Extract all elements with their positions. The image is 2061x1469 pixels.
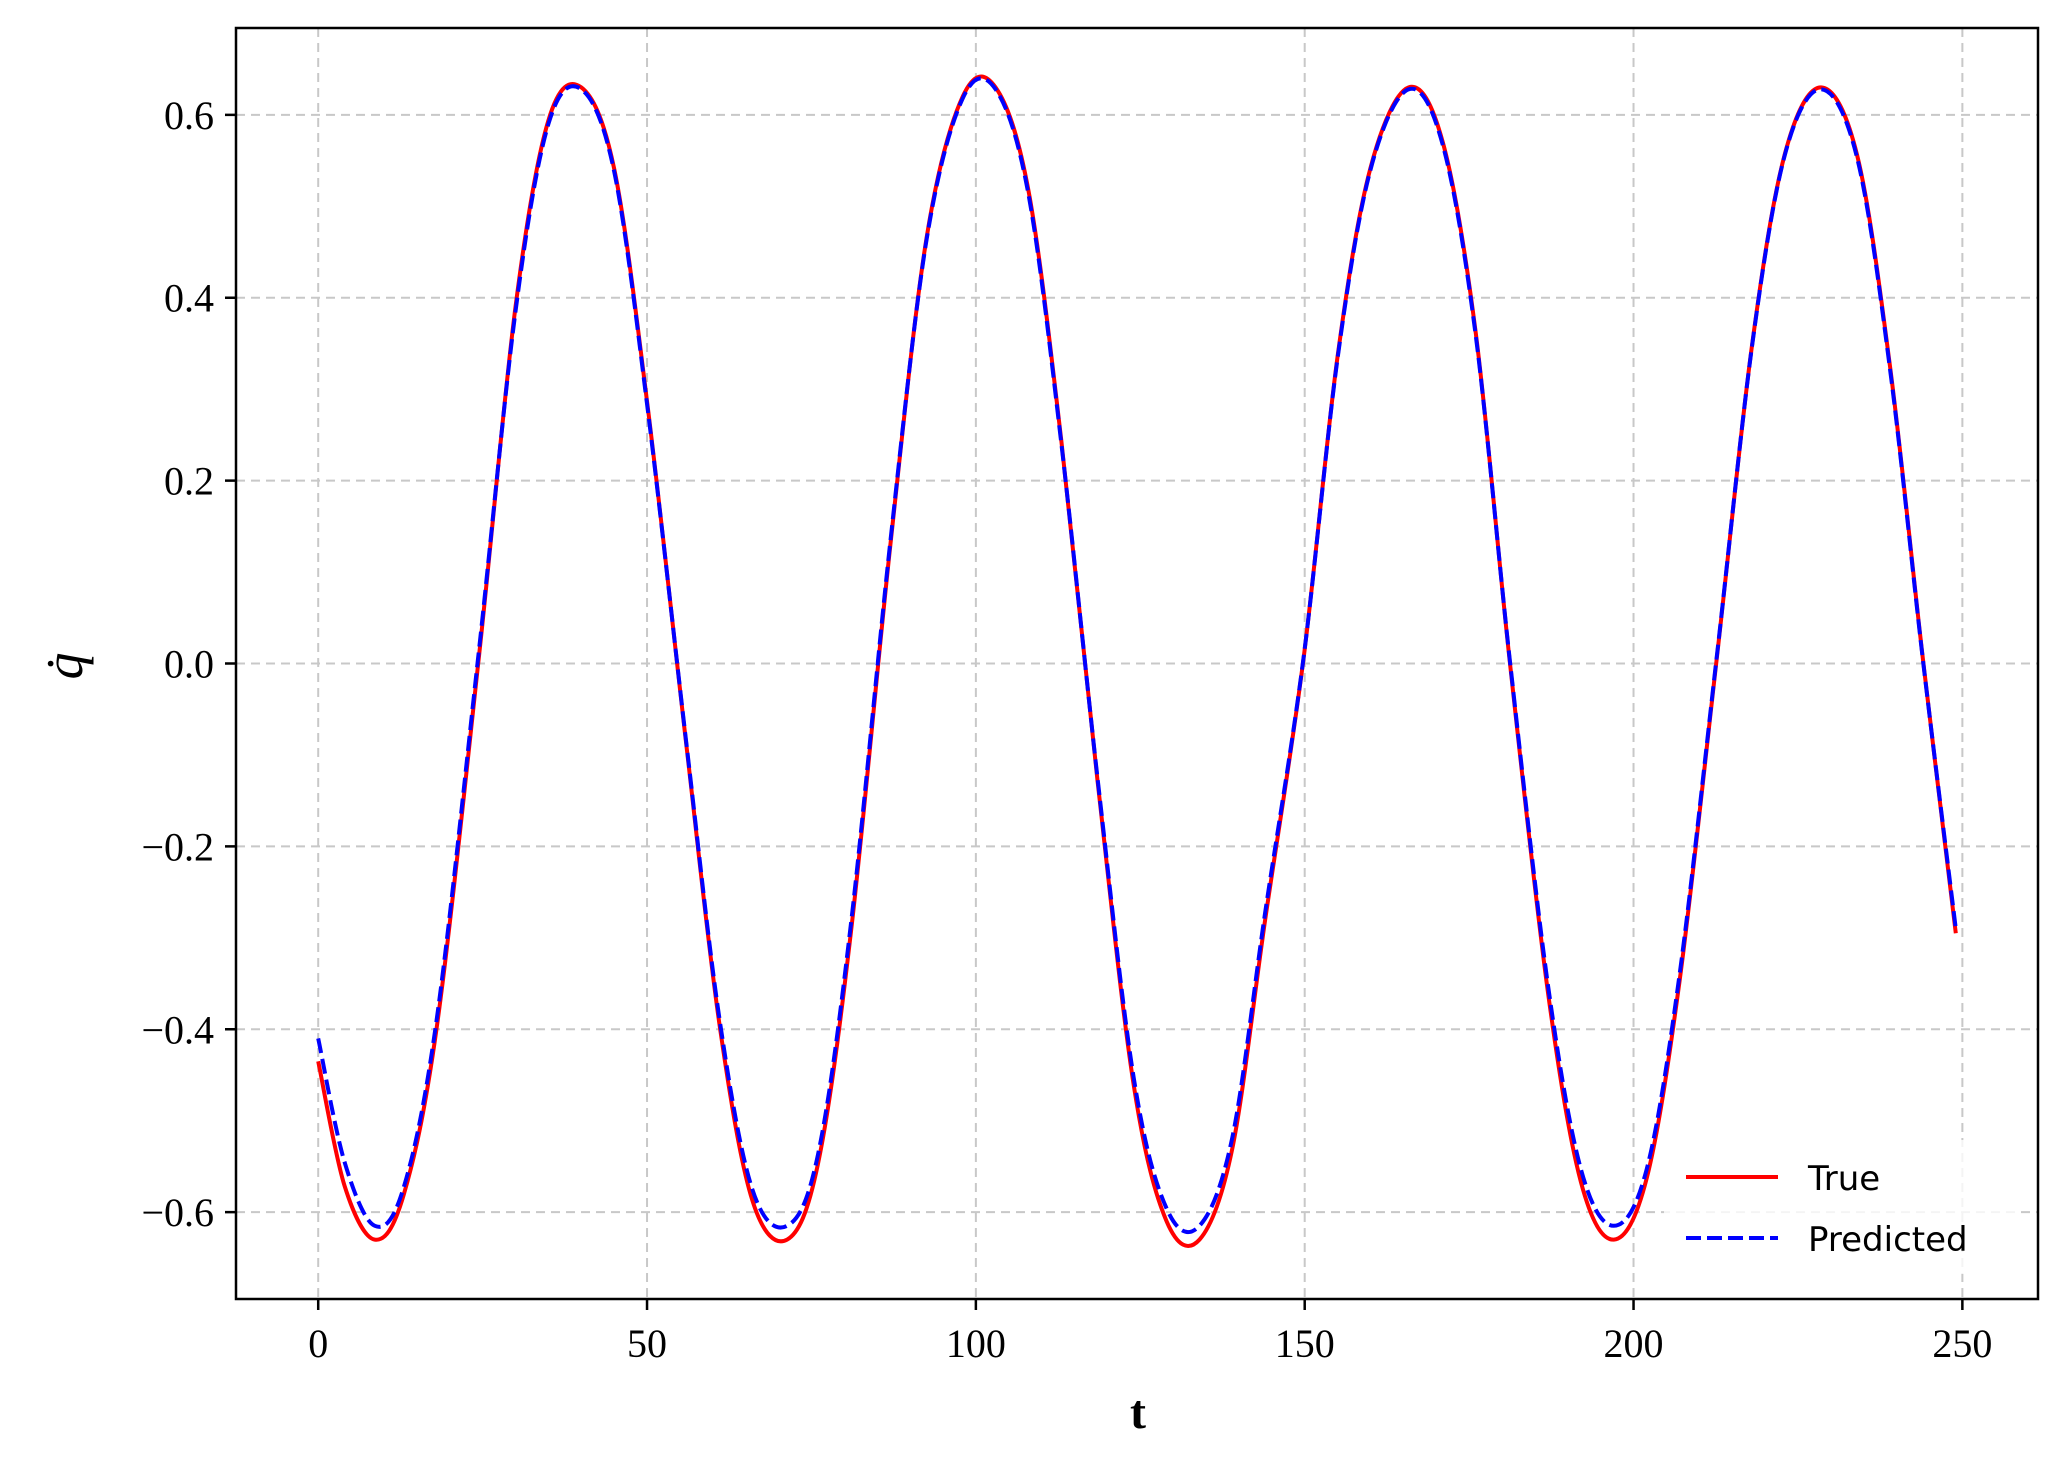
x-tick-label: 200 bbox=[1604, 1321, 1664, 1366]
legend-label-predicted: Predicted bbox=[1808, 1220, 1968, 1260]
series-line-predicted bbox=[316, 76, 1958, 1235]
x-tick-label: 250 bbox=[1932, 1321, 1992, 1366]
x-tick-label: 150 bbox=[1275, 1321, 1335, 1366]
plot-area bbox=[316, 74, 1958, 1248]
legend-label-true: True bbox=[1807, 1159, 1880, 1199]
x-tick-label: 100 bbox=[946, 1321, 1006, 1366]
x-axis-title: t bbox=[1130, 1386, 1146, 1439]
legend-box bbox=[1664, 1140, 2016, 1274]
x-tick-label: 50 bbox=[627, 1321, 667, 1366]
legend: True Predicted bbox=[1664, 1140, 2016, 1274]
ticks: 0 50 100 150 200 250 −0.6 −0.4 −0.2 0.0 0.2 0.4 0.6 bbox=[141, 93, 1992, 1366]
x-tick-label: 0 bbox=[308, 1321, 328, 1366]
y-tick-label: 0.0 bbox=[164, 642, 214, 687]
y-axis-title: q̇ bbox=[34, 653, 94, 680]
axes-frame bbox=[234, 26, 2040, 1301]
y-tick-label: −0.6 bbox=[141, 1190, 214, 1235]
y-tick-label: −0.2 bbox=[141, 824, 214, 869]
y-tick-label: 0.4 bbox=[164, 276, 214, 321]
y-tick-label: −0.4 bbox=[141, 1007, 214, 1052]
y-tick-label: 0.2 bbox=[164, 459, 214, 504]
y-tick-label: 0.6 bbox=[164, 93, 214, 138]
